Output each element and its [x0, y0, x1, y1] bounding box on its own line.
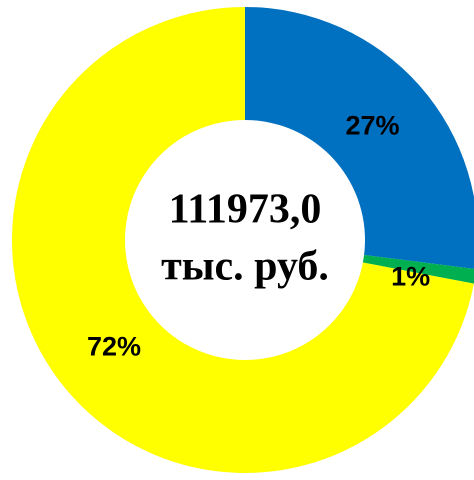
data-label: 1% [391, 261, 430, 291]
center-label: 111973,0 [169, 187, 322, 233]
data-label: 27% [345, 111, 399, 141]
donut-slice [245, 7, 474, 269]
donut-slice [11, 7, 474, 474]
donut-slice [362, 255, 474, 284]
center-label: тыс. руб. [161, 244, 329, 290]
data-label: 72% [87, 331, 141, 361]
